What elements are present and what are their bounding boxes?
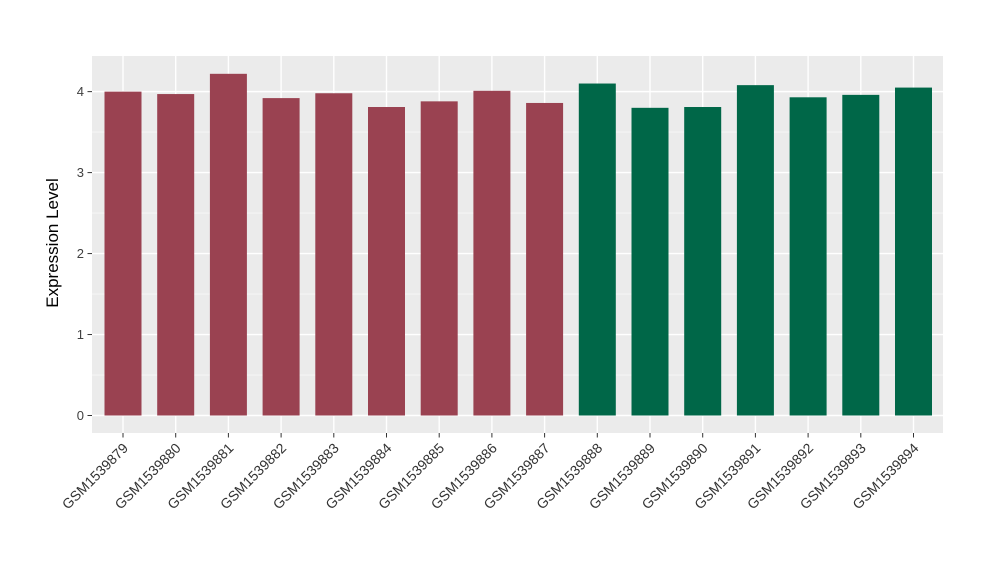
- bar-GSM1539884: [368, 107, 405, 416]
- bar-GSM1539882: [262, 98, 300, 416]
- y-tick-label: 0: [77, 408, 84, 423]
- y-tick-label: 4: [77, 84, 84, 99]
- bar-GSM1539886: [473, 90, 511, 416]
- y-tick-label: 3: [77, 165, 84, 180]
- bar-GSM1539892: [789, 97, 827, 416]
- bar-GSM1539894: [895, 87, 932, 416]
- bar-GSM1539885: [420, 101, 458, 416]
- bar-GSM1539890: [684, 107, 722, 416]
- bar-GSM1539880: [157, 94, 195, 416]
- y-axis-title: Expression Level: [43, 178, 62, 307]
- bar-GSM1539883: [315, 93, 353, 416]
- bar-GSM1539881: [209, 73, 247, 416]
- bar-GSM1539893: [842, 94, 880, 416]
- bar-GSM1539887: [526, 102, 564, 416]
- bar-GSM1539889: [631, 107, 669, 416]
- y-tick-label: 1: [77, 327, 84, 342]
- bar-GSM1539891: [736, 85, 774, 416]
- bar-GSM1539879: [104, 91, 142, 416]
- bar-GSM1539888: [578, 83, 616, 416]
- y-tick-label: 2: [77, 246, 84, 261]
